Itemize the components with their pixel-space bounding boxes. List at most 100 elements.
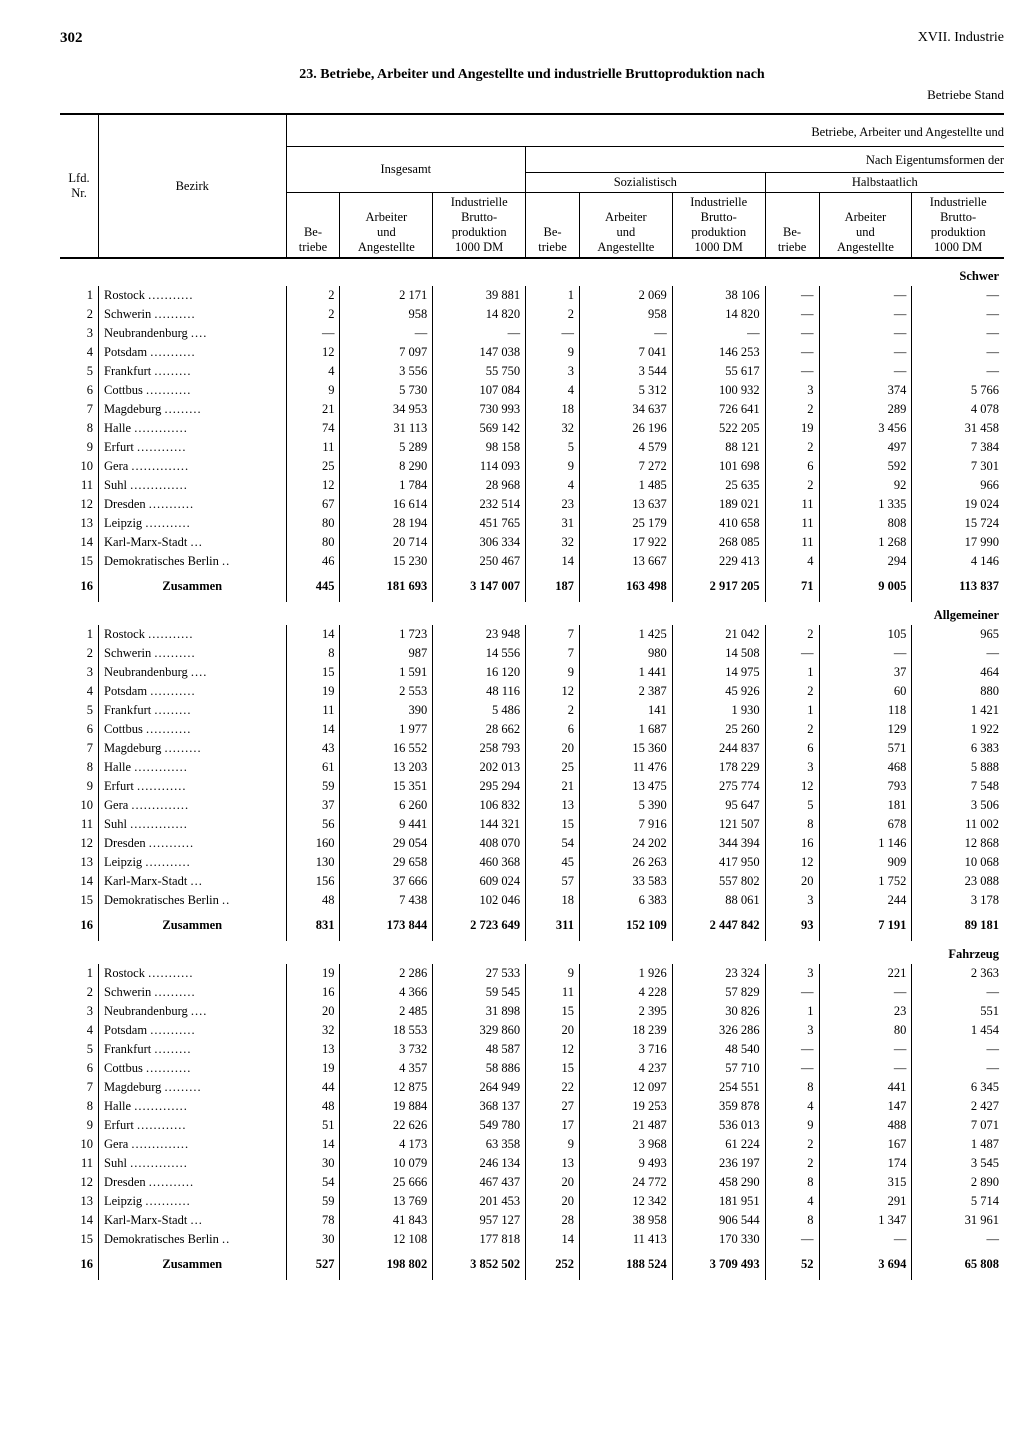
table-row: 9 Erfurt ............ 115 28998 15854 57… [60, 438, 1004, 457]
cell-value: 26 263 [579, 853, 672, 872]
cell-value: — [912, 362, 1004, 381]
cell-value: 11 413 [579, 1230, 672, 1249]
cell-value: 13 637 [579, 495, 672, 514]
cell-value: 25 666 [340, 1173, 433, 1192]
cell-value: 2 [526, 701, 580, 720]
row-number: 14 [60, 872, 99, 891]
cell-value: 326 286 [672, 1021, 765, 1040]
table-row: 1 Rostock ........... 22 17139 88112 069… [60, 286, 1004, 305]
table-row: 13 Leipzig ........... 5913 769201 45320… [60, 1192, 1004, 1211]
table-row: 6 Cottbus ........... 95 730107 08445 31… [60, 381, 1004, 400]
district-name: Dresden ........... [99, 495, 287, 514]
col-betriebe: Be-triebe [286, 193, 340, 259]
cell-value: 289 [819, 400, 912, 419]
cell-value: — [819, 343, 912, 362]
row-number: 2 [60, 305, 99, 324]
cell-value: 6 260 [340, 796, 433, 815]
cell-value: 11 [765, 514, 819, 533]
cell-value: 592 [819, 457, 912, 476]
cell-value: — [526, 324, 580, 343]
cell-value: 10 068 [912, 853, 1004, 872]
sum-value: 198 802 [340, 1249, 433, 1280]
table-row: 4 Potsdam ........... 127 097147 03897 0… [60, 343, 1004, 362]
cell-value: 390 [340, 701, 433, 720]
cell-value: 4 078 [912, 400, 1004, 419]
cell-value: 31 458 [912, 419, 1004, 438]
page-header: 302 XVII. Industrie [60, 30, 1004, 47]
cell-value: 730 993 [433, 400, 526, 419]
cell-value: 880 [912, 682, 1004, 701]
row-number: 9 [60, 777, 99, 796]
cell-value: 549 780 [433, 1116, 526, 1135]
sum-value: 831 [286, 910, 340, 941]
row-number: 1 [60, 625, 99, 644]
row-number: 15 [60, 552, 99, 571]
data-table: Lfd.Nr. Bezirk Betriebe, Arbeiter und An… [60, 113, 1004, 1280]
cell-value: 80 [286, 514, 340, 533]
cell-value: 2 485 [340, 1002, 433, 1021]
col-betriebe: Be-triebe [526, 193, 580, 259]
cell-value: 15 351 [340, 777, 433, 796]
cell-value: 95 647 [672, 796, 765, 815]
cell-value: 18 [526, 891, 580, 910]
district-name: Suhl .............. [99, 1154, 287, 1173]
cell-value: 441 [819, 1078, 912, 1097]
district-name: Erfurt ............ [99, 1116, 287, 1135]
cell-value: 18 553 [340, 1021, 433, 1040]
cell-value: 6 [526, 720, 580, 739]
district-name: Karl-Marx-Stadt ... [99, 1211, 287, 1230]
cell-value: 34 637 [579, 400, 672, 419]
cell-value: 1 146 [819, 834, 912, 853]
cell-value: 246 134 [433, 1154, 526, 1173]
sum-value: 3 852 502 [433, 1249, 526, 1280]
cell-value: 15 230 [340, 552, 433, 571]
cell-value: 37 [286, 796, 340, 815]
cell-value: 1 454 [912, 1021, 1004, 1040]
table-row: 12 Dresden ........... 16029 054408 0705… [60, 834, 1004, 853]
cell-value: 5 312 [579, 381, 672, 400]
cell-value: 37 [819, 663, 912, 682]
cell-value: 8 290 [340, 457, 433, 476]
district-name: Gera .............. [99, 1135, 287, 1154]
cell-value: 56 [286, 815, 340, 834]
cell-value: 3 [765, 758, 819, 777]
cell-value: 987 [340, 644, 433, 663]
district-name: Cottbus ........... [99, 1059, 287, 1078]
cell-value: 48 116 [433, 682, 526, 701]
cell-value: 4 237 [579, 1059, 672, 1078]
cell-value: 1 335 [819, 495, 912, 514]
cell-value: 144 321 [433, 815, 526, 834]
cell-value: 48 540 [672, 1040, 765, 1059]
cell-value: 67 [286, 495, 340, 514]
cell-value: 410 658 [672, 514, 765, 533]
row-number: 12 [60, 834, 99, 853]
cell-value: 1 922 [912, 720, 1004, 739]
cell-value: 295 294 [433, 777, 526, 796]
table-row: 6 Cottbus ........... 194 35758 886154 2… [60, 1059, 1004, 1078]
cell-value: 5 [526, 438, 580, 457]
cell-value: 13 667 [579, 552, 672, 571]
cell-value: 8 [286, 644, 340, 663]
cell-value: 9 [526, 1135, 580, 1154]
cell-value: 24 772 [579, 1173, 672, 1192]
cell-value: 32 [526, 533, 580, 552]
cell-value: 57 710 [672, 1059, 765, 1078]
sum-value: 2 723 649 [433, 910, 526, 941]
cell-value: — [912, 324, 1004, 343]
cell-value: — [765, 343, 819, 362]
cell-value: 2 363 [912, 964, 1004, 983]
cell-value: 4 228 [579, 983, 672, 1002]
cell-value: 958 [340, 305, 433, 324]
cell-value: 2 387 [579, 682, 672, 701]
sum-value: 163 498 [579, 571, 672, 602]
row-number: 13 [60, 514, 99, 533]
cell-value: 1 425 [579, 625, 672, 644]
cell-value: 39 881 [433, 286, 526, 305]
table-row: 11 Suhl .............. 121 78428 96841 4… [60, 476, 1004, 495]
cell-value: 10 079 [340, 1154, 433, 1173]
table-title: 23. Betriebe, Arbeiter und Angestellte u… [60, 67, 1004, 83]
table-row: 15 Demokratisches Berlin .. 4615 230250 … [60, 552, 1004, 571]
cell-value: 909 [819, 853, 912, 872]
sum-value: 181 693 [340, 571, 433, 602]
row-number: 2 [60, 983, 99, 1002]
